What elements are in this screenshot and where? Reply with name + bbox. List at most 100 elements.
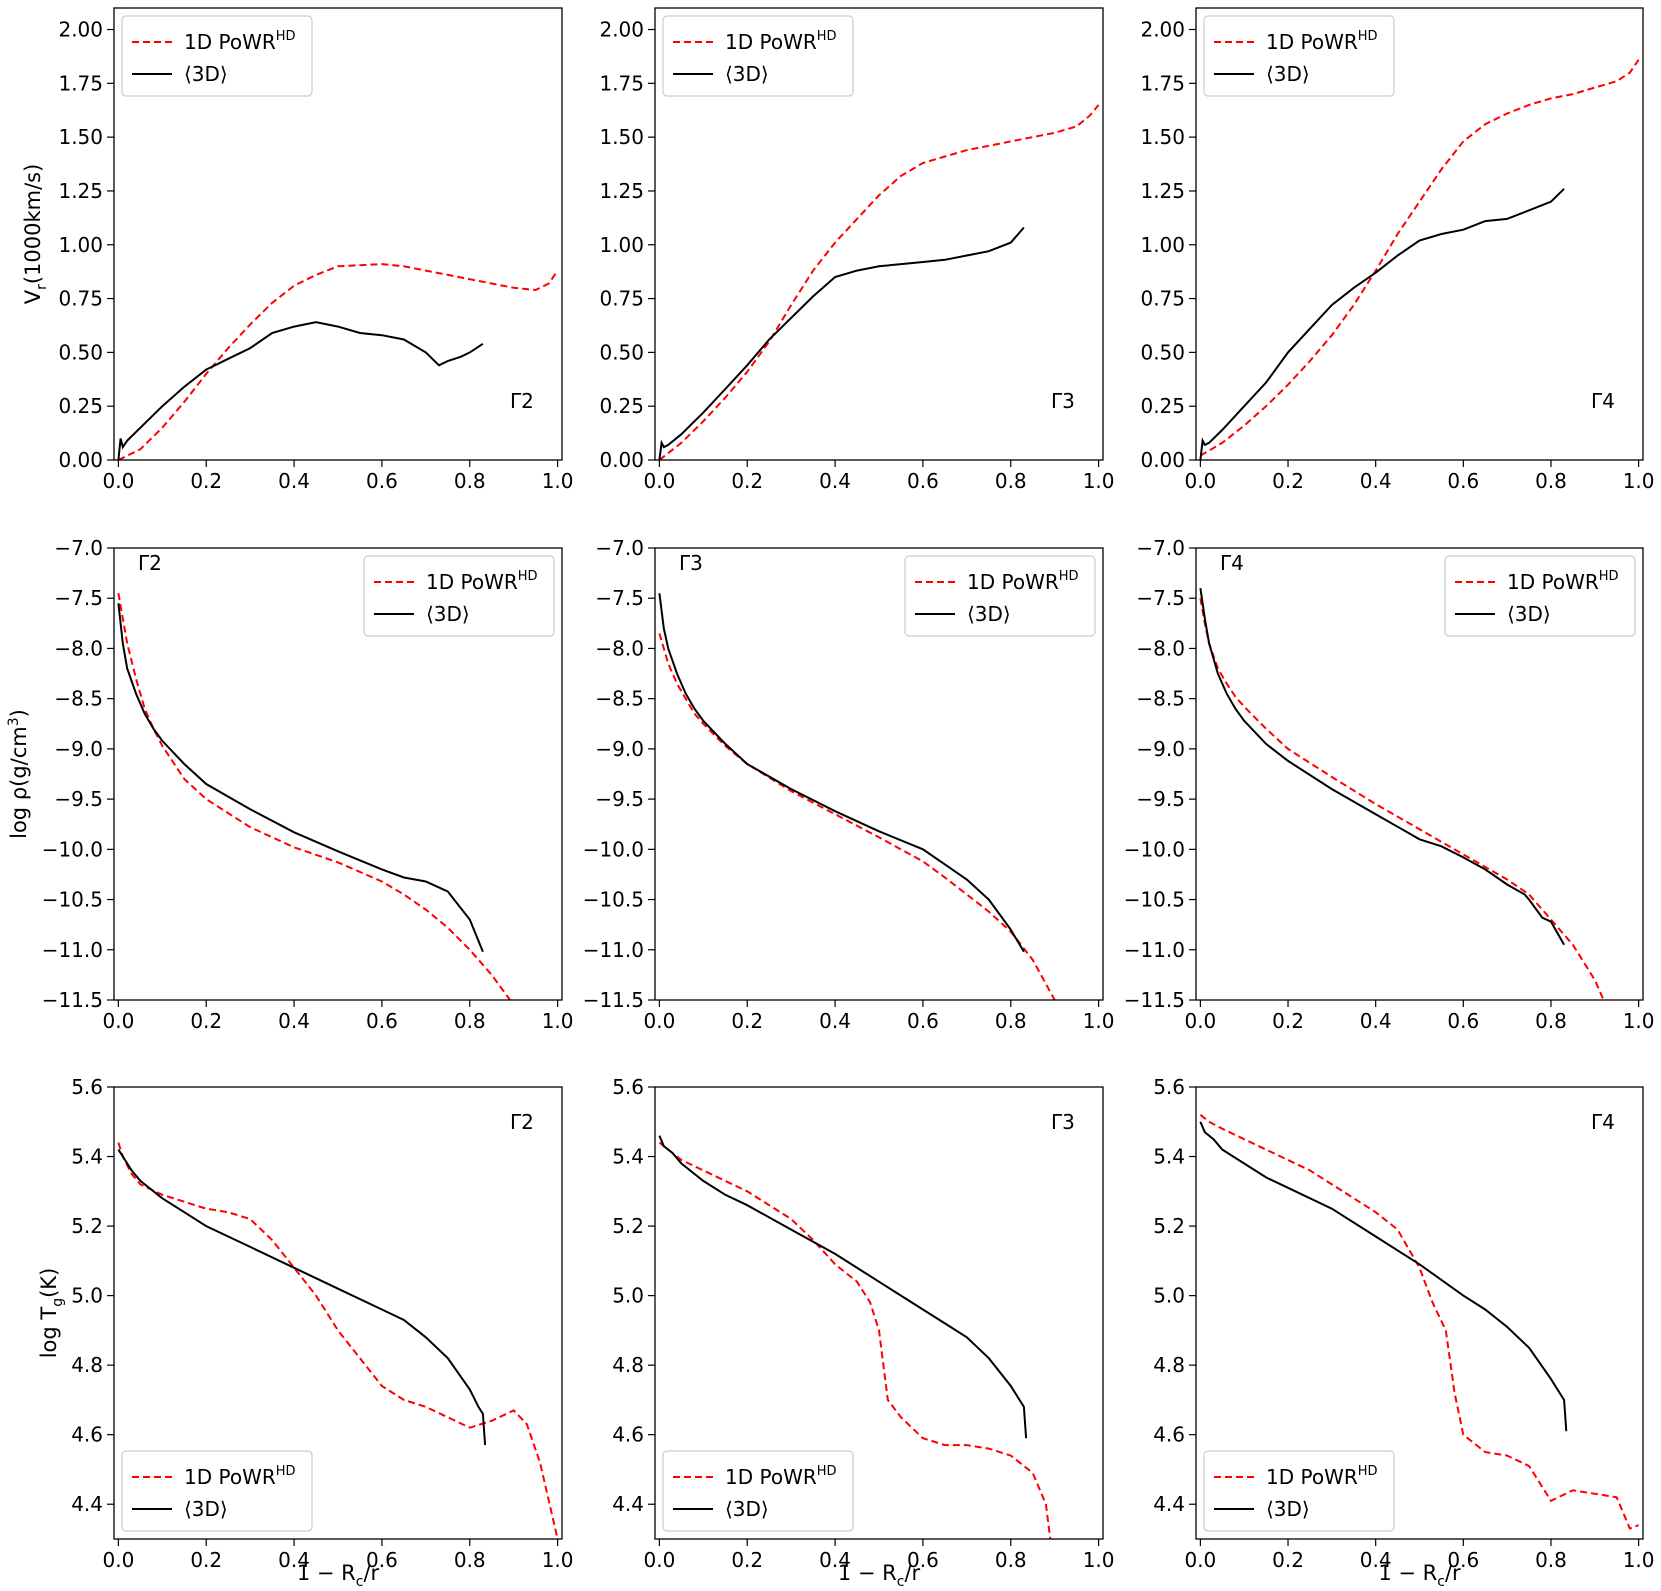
legend-label-3d: ⟨3D⟩	[1266, 1497, 1310, 1521]
y-tick-label: 0.75	[599, 287, 644, 311]
y-tick-label: −8.0	[54, 636, 103, 660]
legend-label-3d: ⟨3D⟩	[426, 602, 470, 626]
series-1d-powr-line	[658, 633, 1056, 1000]
x-tick-label: 0.4	[1360, 1009, 1392, 1033]
x-tick-label: 0.4	[819, 1009, 851, 1033]
legend-label-3d: ⟨3D⟩	[1507, 602, 1551, 626]
y-tick-label: 0.25	[599, 394, 644, 418]
x-tick-label: 0.4	[278, 1548, 310, 1572]
y-tick-label: −10.5	[42, 888, 103, 912]
panel-density-0: 0.0 0.2 0.4 0.6 0.8 1.0 −11.5 −11.0 −10.5 −10.0 −9…	[42, 536, 574, 1033]
legend-label-3d: ⟨3D⟩	[184, 1497, 228, 1521]
x-tick-label: 0.6	[1447, 469, 1479, 493]
y-tick-label: −11.0	[42, 938, 103, 962]
y-tick-label: 4.6	[71, 1423, 103, 1447]
x-tick-label: 0.2	[731, 1009, 763, 1033]
legend: 1D PoWRHD ⟨3D⟩	[662, 1450, 854, 1532]
x-tick-label: 1.0	[1083, 1009, 1115, 1033]
axes-frame	[113, 1086, 563, 1540]
y-tick-label: 4.6	[1153, 1423, 1185, 1447]
series-1d-powr-line	[117, 1142, 559, 1539]
panel-label: Γ2	[138, 551, 162, 575]
legend-box	[121, 1450, 313, 1532]
legend-label-3d: ⟨3D⟩	[1266, 62, 1310, 86]
x-tick-label: 0.2	[1272, 1009, 1304, 1033]
x-tick-label: 0.6	[907, 469, 939, 493]
legend-label-1d: 1D PoWRHD	[184, 29, 296, 54]
series-3d-line	[117, 603, 484, 953]
panel-velocity-1: 0.0 0.2 0.4 0.6 0.8 1.0 0.00 0.25 0.50 0.75 1.00 1.…	[599, 7, 1115, 493]
panel-temperature-1: 0.0 0.2 0.4 0.6 0.8 1.0 4.4 4.6 4.8 5.0 5.2 5.4 5.6 Γ…	[612, 1075, 1114, 1572]
y-tick-label: 5.0	[1153, 1284, 1185, 1308]
series-3d-line	[658, 226, 1025, 460]
x-tick-label: 0.8	[454, 1009, 486, 1033]
y-tick-label: 0.75	[1140, 287, 1185, 311]
x-tick-label: 0.8	[995, 469, 1027, 493]
panel-label: Γ4	[1220, 551, 1244, 575]
series-3d-line	[1199, 188, 1565, 460]
legend: 1D PoWRHD ⟨3D⟩	[1203, 1450, 1395, 1532]
y-tick-label: −11.5	[42, 988, 103, 1012]
x-tick-label: 0.2	[731, 1548, 763, 1572]
y-tick-label: 1.50	[599, 125, 644, 149]
x-tick-label: 1.0	[542, 1009, 574, 1033]
series-1d-powr-line	[1199, 1114, 1639, 1530]
x-tick-label: 0.0	[1184, 1548, 1216, 1572]
panel-label: Γ2	[510, 389, 534, 413]
y-tick-label: 1.25	[58, 179, 103, 203]
y-tick-label: 0.25	[1140, 394, 1185, 418]
legend-label-1d: 1D PoWRHD	[725, 1464, 837, 1489]
legend-box	[904, 555, 1096, 637]
series-1d-powr-line	[658, 1141, 1052, 1539]
y-tick-label: 4.6	[612, 1423, 644, 1447]
legend-label-1d: 1D PoWRHD	[184, 1464, 296, 1489]
y-tick-label: −10.5	[1124, 888, 1185, 912]
x-tick-label: 0.2	[1272, 1548, 1304, 1572]
y-tick-label: 4.4	[612, 1492, 644, 1516]
x-tick-label: 0.0	[1184, 469, 1216, 493]
y-tick-label: 5.2	[71, 1214, 103, 1238]
y-tick-label: 1.75	[1140, 71, 1185, 95]
series-3d-line	[658, 593, 1025, 953]
axes-frame	[654, 547, 1104, 1001]
y-tick-label: 1.25	[1140, 179, 1185, 203]
x-tick-label: 1.0	[1623, 1548, 1655, 1572]
x-tick-label: 1.0	[1083, 469, 1115, 493]
legend-label-1d: 1D PoWRHD	[967, 569, 1079, 594]
y-tick-label: −9.5	[595, 787, 644, 811]
legend-label-3d: ⟨3D⟩	[725, 62, 769, 86]
x-tick-label: 0.8	[1535, 1009, 1567, 1033]
x-tick-label: 1.0	[1623, 469, 1655, 493]
x-axis-label: 1 − Rc/r	[838, 1561, 921, 1590]
y-tick-label: 5.2	[612, 1214, 644, 1238]
x-tick-label: 0.6	[366, 1548, 398, 1572]
y-tick-label: 5.6	[1153, 1075, 1185, 1099]
panel-label: Γ3	[1051, 1110, 1075, 1134]
y-tick-label: 1.25	[599, 179, 644, 203]
y-tick-label: 0.50	[58, 340, 103, 364]
y-tick-label: −11.0	[1124, 938, 1185, 962]
legend-box	[662, 15, 854, 97]
legend: 1D PoWRHD ⟨3D⟩	[904, 555, 1096, 637]
x-tick-label: 0.8	[995, 1009, 1027, 1033]
x-tick-label: 0.2	[731, 469, 763, 493]
y-tick-label: −9.5	[1136, 787, 1185, 811]
x-tick-label: 0.4	[819, 1548, 851, 1572]
panel-temperature-0: 0.0 0.2 0.4 0.6 0.8 1.0 4.4 4.6 4.8 5.0 5.2 5.4 5.6 Γ…	[71, 1075, 573, 1572]
y-tick-label: −7.0	[595, 536, 644, 560]
series-1d-powr-line	[1199, 59, 1640, 457]
panel-temperature-2: 0.0 0.2 0.4 0.6 0.8 1.0 4.4 4.6 4.8 5.0 5.2 5.4 5.6 Γ…	[1153, 1075, 1654, 1572]
panel-density-1: 0.0 0.2 0.4 0.6 0.8 1.0 −11.5 −11.0 −10.5 −10.0 −9…	[583, 536, 1115, 1033]
y-tick-label: 0.50	[599, 340, 644, 364]
axes-frame	[654, 7, 1104, 461]
y-tick-label: 5.6	[71, 1075, 103, 1099]
legend-box	[1203, 15, 1395, 97]
x-tick-label: 0.2	[190, 1548, 222, 1572]
x-tick-label: 0.8	[454, 1548, 486, 1572]
y-tick-label: 4.4	[1153, 1492, 1185, 1516]
x-tick-label: 1.0	[542, 1548, 574, 1572]
legend-label-1d: 1D PoWRHD	[1507, 569, 1619, 594]
panel-label: Γ2	[510, 1110, 534, 1134]
legend-label-3d: ⟨3D⟩	[725, 1497, 769, 1521]
